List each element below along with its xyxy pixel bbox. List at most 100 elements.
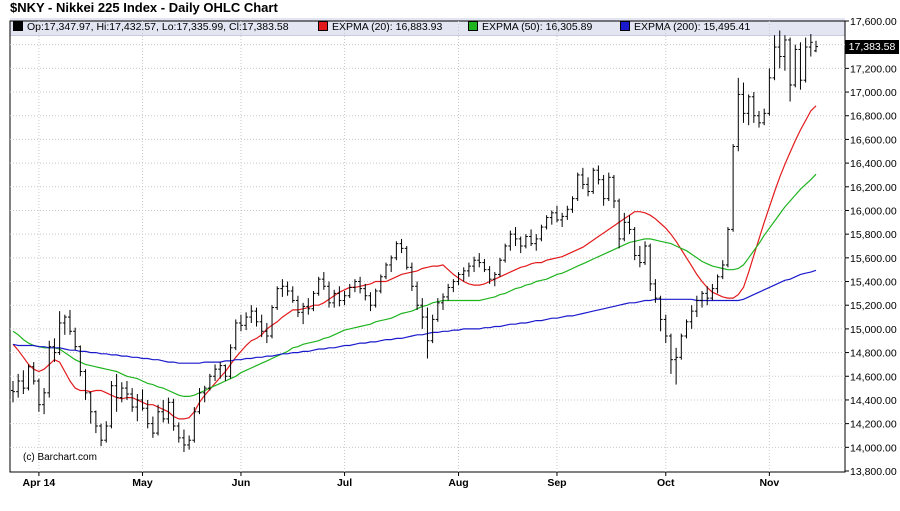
last-price-label: 17,383.58 bbox=[845, 40, 899, 54]
ohlc-bar bbox=[575, 172, 580, 201]
ohlc-bar bbox=[803, 37, 808, 83]
ohlc-bar bbox=[332, 289, 337, 308]
ohlc-bar bbox=[249, 305, 254, 323]
ohlc-bar bbox=[207, 373, 212, 391]
ohlc-bar bbox=[549, 210, 554, 225]
ohlc-bar bbox=[622, 212, 627, 242]
ohlc-bar bbox=[601, 174, 606, 206]
ohlc-bar bbox=[404, 246, 409, 270]
ohlc-bar bbox=[668, 333, 673, 374]
plot-frame bbox=[9, 20, 846, 473]
legend-ema200: EXPMA (200): 15,495.41 bbox=[620, 21, 750, 33]
ohlc-bar bbox=[145, 399, 150, 429]
x-tick-label: Nov bbox=[759, 477, 779, 489]
ohlc-bar bbox=[420, 298, 425, 329]
ohlc-bar bbox=[337, 286, 342, 307]
y-tick-label: 16,400.00 bbox=[850, 158, 897, 170]
ohlc-bar bbox=[523, 234, 528, 249]
ohlc-bar bbox=[415, 281, 420, 310]
ohlc-bar bbox=[52, 338, 57, 363]
y-tick-label: 14,200.00 bbox=[850, 419, 897, 431]
ohlc-bar bbox=[93, 410, 98, 434]
ohlc-bar bbox=[694, 295, 699, 318]
x-tick-label: Jul bbox=[337, 477, 352, 489]
ohlc-bar bbox=[73, 327, 78, 351]
ohlc-bar bbox=[16, 373, 21, 398]
ohlc-bar bbox=[228, 344, 233, 379]
ohlc-bar bbox=[772, 35, 777, 81]
y-tick-label: 13,800.00 bbox=[850, 466, 897, 478]
ohlc-bar bbox=[124, 381, 129, 400]
x-tick-label: Oct bbox=[657, 477, 675, 489]
ohlc-bar bbox=[62, 314, 67, 335]
ohlc-bar bbox=[757, 111, 762, 128]
ohlc-bar bbox=[47, 340, 52, 398]
y-tick-label: 15,800.00 bbox=[850, 229, 897, 241]
ohlc-bar bbox=[560, 212, 565, 228]
ohlc-bar bbox=[767, 68, 772, 116]
copyright-text: (c) Barchart.com bbox=[23, 452, 97, 463]
ohlc-bar bbox=[358, 276, 363, 294]
ohlc-bar bbox=[643, 241, 648, 265]
ema-line-200 bbox=[12, 269, 817, 364]
ohlc-bar bbox=[140, 389, 145, 411]
ohlc-bar bbox=[653, 279, 658, 303]
ohlc-bar bbox=[26, 364, 31, 391]
ohlc-bar bbox=[466, 262, 471, 277]
ohlc-bar bbox=[31, 362, 36, 385]
y-tick-label: 15,400.00 bbox=[850, 277, 897, 289]
ohlc-bar bbox=[627, 215, 632, 235]
ohlc-bar bbox=[513, 227, 518, 246]
ohlc-bar bbox=[539, 224, 544, 242]
ohlc-bar bbox=[254, 307, 259, 327]
y-tick-label: 15,200.00 bbox=[850, 300, 897, 312]
ohlc-bar bbox=[270, 305, 275, 339]
legend-ohlc-text: Op:17,347.97, Hi:17,432.57, Lo:17,335.99… bbox=[27, 21, 289, 33]
ohlc-bar bbox=[192, 407, 197, 443]
ohlc-bar bbox=[482, 259, 487, 273]
ohlc-bar bbox=[21, 370, 26, 395]
y-tick-label: 15,600.00 bbox=[850, 253, 897, 265]
ohlc-bar bbox=[316, 276, 321, 296]
x-tick-label: May bbox=[132, 477, 153, 489]
ohlc-bar bbox=[529, 229, 534, 246]
ohlc-bar bbox=[637, 246, 642, 268]
ohlc-bar bbox=[327, 281, 332, 308]
y-tick-label: 15,000.00 bbox=[850, 324, 897, 336]
ohlc-bar bbox=[492, 272, 497, 287]
ohlc-bar bbox=[658, 295, 663, 332]
ohlc-bar bbox=[285, 281, 290, 296]
y-tick-label: 17,200.00 bbox=[850, 63, 897, 75]
y-tick-label: 17,600.00 bbox=[850, 16, 897, 28]
ohlc-bar bbox=[762, 108, 767, 126]
ohlc-bar bbox=[741, 82, 746, 123]
ohlc-bar bbox=[161, 399, 166, 423]
ohlc-bar bbox=[446, 283, 451, 301]
ohlc-bar bbox=[181, 429, 186, 453]
ohlc-bar bbox=[342, 291, 347, 306]
ohlc-bar bbox=[508, 230, 513, 251]
ohlc-bar bbox=[78, 345, 83, 377]
ohlc-bar bbox=[57, 311, 62, 355]
ohlc-bar bbox=[456, 272, 461, 286]
ohlc-bar bbox=[689, 305, 694, 329]
ohlc-bar bbox=[233, 319, 238, 351]
ohlc-bar bbox=[544, 215, 549, 230]
ohlc-bar bbox=[109, 381, 114, 429]
ohlc-bar bbox=[472, 256, 477, 273]
ohlc-bar bbox=[497, 257, 502, 277]
ohlc-bar bbox=[280, 279, 285, 297]
x-tick-label: Sep bbox=[547, 477, 566, 489]
ohlc-bar bbox=[176, 422, 181, 443]
ohlc-bar bbox=[363, 283, 368, 301]
ohlc-bar bbox=[373, 288, 378, 308]
ohlc-bar bbox=[150, 416, 155, 438]
y-tick-label: 16,800.00 bbox=[850, 111, 897, 123]
ohlc-bar bbox=[425, 307, 430, 359]
ohlc-bar bbox=[368, 292, 373, 312]
ohlc-bar bbox=[264, 322, 269, 344]
y-tick-label: 17,000.00 bbox=[850, 87, 897, 99]
ohlc-bar bbox=[306, 298, 311, 315]
ohlc-bar bbox=[88, 391, 93, 424]
ohlc-bar bbox=[399, 238, 404, 254]
